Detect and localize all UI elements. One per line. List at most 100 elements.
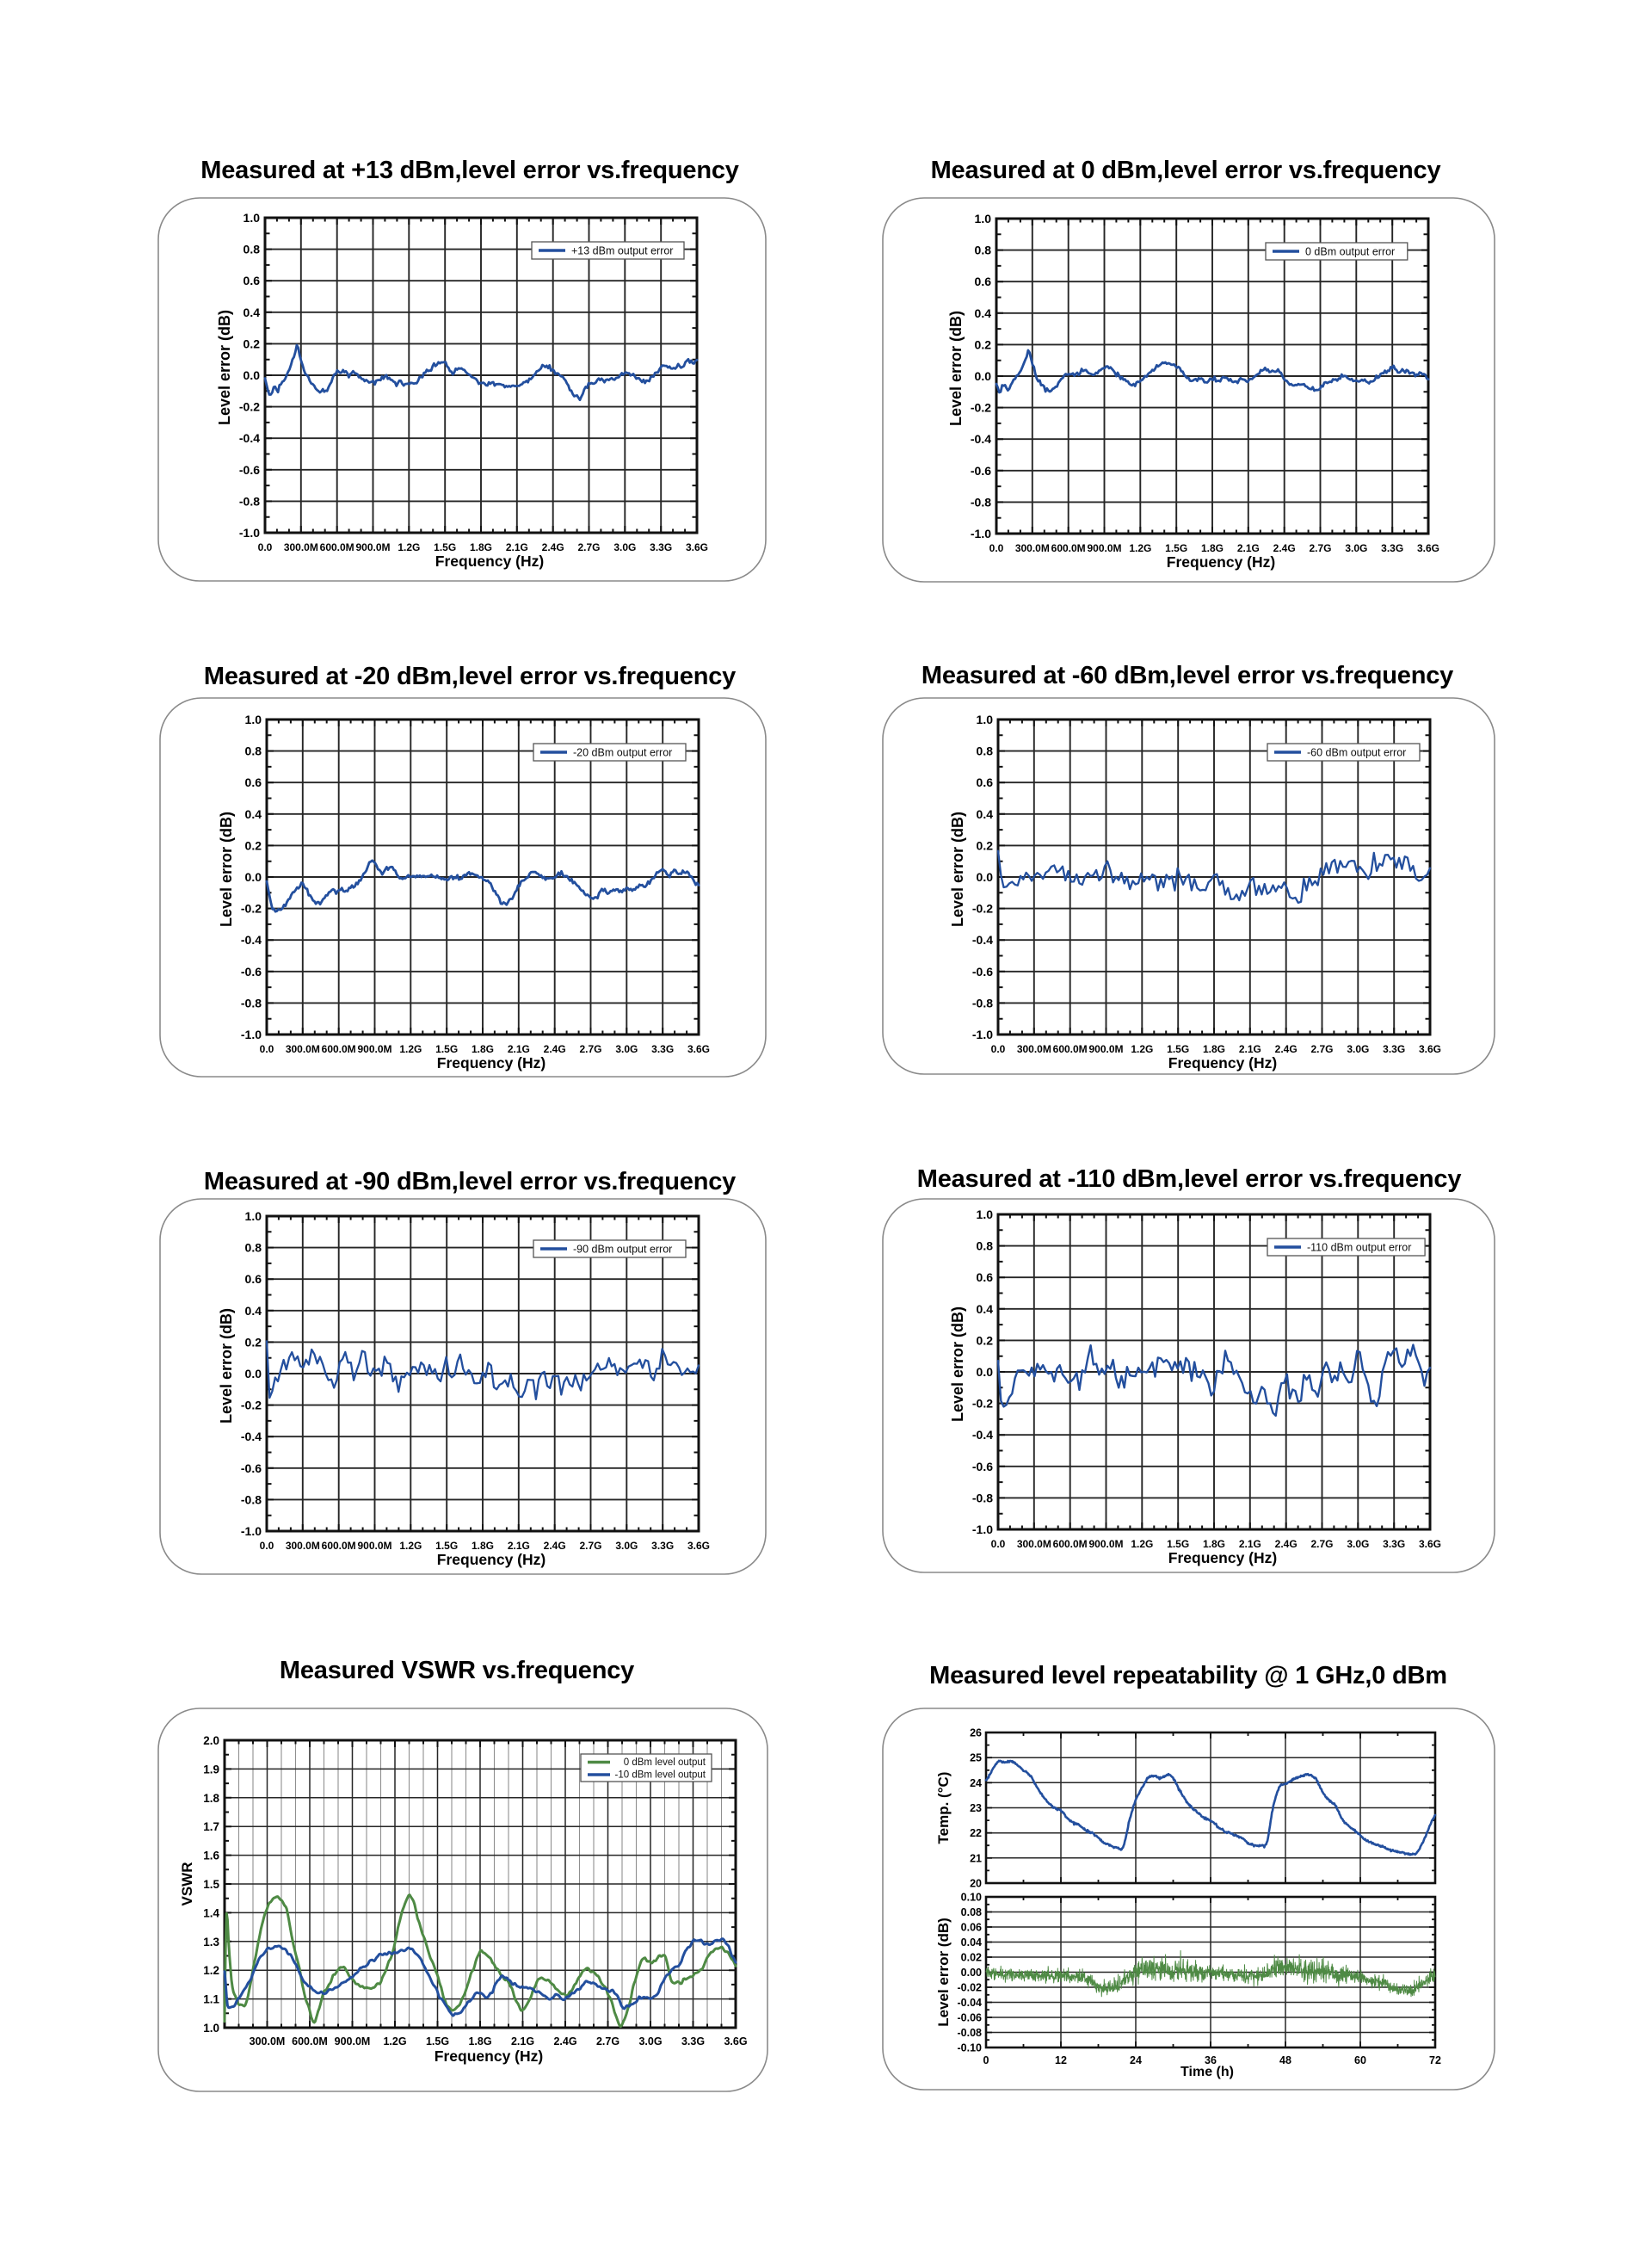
svg-text:0.2: 0.2 <box>977 1333 994 1347</box>
svg-text:0.8: 0.8 <box>243 243 261 256</box>
svg-text:0 dBm level output: 0 dBm level output <box>624 1757 706 1768</box>
svg-text:2.1G: 2.1G <box>1237 542 1260 554</box>
svg-text:-0.4: -0.4 <box>971 432 991 446</box>
svg-text:0.4: 0.4 <box>975 306 992 320</box>
svg-text:2.7G: 2.7G <box>1309 542 1331 554</box>
svg-text:Level error (dB): Level error (dB) <box>218 1308 235 1424</box>
svg-text:Time (h): Time (h) <box>1180 2065 1234 2079</box>
svg-text:0 dBm output error: 0 dBm output error <box>1305 246 1395 258</box>
svg-text:-60 dBm output error: -60 dBm output error <box>1307 747 1406 759</box>
svg-text:1.8G: 1.8G <box>1203 1538 1225 1550</box>
svg-text:3.0G: 3.0G <box>1347 1043 1369 1055</box>
svg-text:36: 36 <box>1205 2054 1217 2066</box>
svg-text:25: 25 <box>970 1752 982 1764</box>
svg-text:1.5G: 1.5G <box>435 1540 458 1552</box>
svg-text:1.5G: 1.5G <box>434 541 456 553</box>
svg-text:-0.2: -0.2 <box>972 1397 993 1411</box>
svg-text:0.6: 0.6 <box>243 274 261 287</box>
svg-text:0.8: 0.8 <box>977 1239 994 1253</box>
svg-text:0.06: 0.06 <box>961 1922 982 1934</box>
svg-text:0.0: 0.0 <box>245 870 262 884</box>
svg-text:-0.8: -0.8 <box>241 996 262 1010</box>
svg-text:3.3G: 3.3G <box>1383 1538 1405 1550</box>
svg-text:-0.06: -0.06 <box>958 2012 983 2024</box>
svg-text:-0.04: -0.04 <box>958 1997 983 2009</box>
svg-text:0.0: 0.0 <box>245 1367 262 1380</box>
svg-text:0.6: 0.6 <box>977 775 994 789</box>
svg-text:3.6G: 3.6G <box>687 1043 710 1055</box>
svg-text:3.6G: 3.6G <box>1417 542 1439 554</box>
svg-text:Measured at -60 dBm,level erro: Measured at -60 dBm,level error vs.frequ… <box>922 662 1453 689</box>
svg-text:2.7G: 2.7G <box>1310 1538 1333 1550</box>
svg-text:2.0: 2.0 <box>203 1734 219 1747</box>
svg-text:2.1G: 2.1G <box>1239 1538 1261 1550</box>
svg-text:1.5G: 1.5G <box>426 2035 449 2047</box>
svg-text:0.00: 0.00 <box>961 1967 982 1979</box>
svg-text:-20 dBm output error: -20 dBm output error <box>573 747 672 759</box>
svg-text:0.8: 0.8 <box>245 1241 262 1255</box>
svg-text:-0.4: -0.4 <box>241 1430 262 1443</box>
svg-text:1.8G: 1.8G <box>468 2035 491 2047</box>
svg-text:3.6G: 3.6G <box>687 1540 710 1552</box>
svg-text:1.4: 1.4 <box>203 1906 219 1919</box>
svg-text:Level error (dB): Level error (dB) <box>218 812 235 927</box>
svg-text:-0.6: -0.6 <box>972 1460 993 1473</box>
svg-text:1.0: 1.0 <box>243 211 261 225</box>
svg-text:2.4G: 2.4G <box>544 1043 566 1055</box>
svg-text:-0.2: -0.2 <box>241 1399 262 1412</box>
svg-text:0.4: 0.4 <box>977 807 994 821</box>
svg-text:Frequency (Hz): Frequency (Hz) <box>437 1054 546 1072</box>
svg-text:900.0M: 900.0M <box>1087 542 1121 554</box>
svg-text:Measured at 0 dBm,level error: Measured at 0 dBm,level error vs.frequen… <box>931 157 1441 184</box>
svg-text:0.0: 0.0 <box>258 541 273 553</box>
svg-text:2.7G: 2.7G <box>579 1540 601 1552</box>
svg-text:-0.4: -0.4 <box>972 1428 993 1442</box>
svg-text:0.4: 0.4 <box>243 306 261 319</box>
svg-text:Frequency (Hz): Frequency (Hz) <box>437 1551 546 1568</box>
svg-text:0.4: 0.4 <box>245 1304 262 1318</box>
svg-text:0.0: 0.0 <box>260 1043 274 1055</box>
svg-text:1.0: 1.0 <box>203 2022 219 2035</box>
svg-text:48: 48 <box>1279 2054 1291 2066</box>
svg-text:-1.0: -1.0 <box>972 1522 993 1536</box>
svg-text:21: 21 <box>970 1852 982 1864</box>
svg-text:1.8G: 1.8G <box>472 1043 494 1055</box>
svg-text:1.1: 1.1 <box>203 1993 219 2006</box>
svg-text:-1.0: -1.0 <box>239 526 260 540</box>
svg-text:1.0: 1.0 <box>977 713 994 726</box>
svg-text:VSWR: VSWR <box>179 1862 195 1906</box>
svg-text:-0.8: -0.8 <box>972 996 993 1010</box>
svg-text:600.0M: 600.0M <box>322 1043 356 1055</box>
svg-text:1.0: 1.0 <box>245 1209 262 1223</box>
svg-text:12: 12 <box>1055 2054 1067 2066</box>
svg-text:600.0M: 600.0M <box>322 1540 356 1552</box>
svg-text:1.2: 1.2 <box>203 1964 219 1977</box>
svg-text:2.1G: 2.1G <box>1239 1043 1261 1055</box>
svg-text:Measured at -110 dBm,level err: Measured at -110 dBm,level error vs.freq… <box>917 1165 1462 1193</box>
svg-text:0.0: 0.0 <box>989 542 1004 554</box>
svg-text:-90 dBm output error: -90 dBm output error <box>573 1244 672 1256</box>
svg-text:300.0M: 300.0M <box>1015 542 1050 554</box>
svg-text:300.0M: 300.0M <box>1017 1043 1051 1055</box>
svg-text:2.7G: 2.7G <box>579 1043 601 1055</box>
svg-text:Frequency (Hz): Frequency (Hz) <box>1167 553 1275 571</box>
svg-text:1.2G: 1.2G <box>383 2035 406 2047</box>
svg-text:2.4G: 2.4G <box>542 541 564 553</box>
svg-text:-0.6: -0.6 <box>239 463 260 477</box>
svg-text:1.0: 1.0 <box>975 212 992 225</box>
svg-text:0.2: 0.2 <box>977 838 994 852</box>
svg-text:300.0M: 300.0M <box>1017 1538 1051 1550</box>
svg-text:-0.4: -0.4 <box>972 933 993 947</box>
svg-text:1.0: 1.0 <box>245 713 262 726</box>
svg-text:0.8: 0.8 <box>975 244 992 257</box>
svg-text:2.4G: 2.4G <box>544 1540 566 1552</box>
svg-text:1.7: 1.7 <box>203 1820 219 1833</box>
svg-text:Level error (dB): Level error (dB) <box>935 1918 952 2027</box>
svg-text:+13 dBm output error: +13 dBm output error <box>571 245 673 257</box>
svg-text:1.5G: 1.5G <box>1167 1538 1189 1550</box>
svg-text:2.1G: 2.1G <box>511 2035 534 2047</box>
svg-text:26: 26 <box>970 1727 982 1739</box>
svg-text:-10 dBm level output: -10 dBm level output <box>615 1770 706 1781</box>
svg-text:2.4G: 2.4G <box>1275 1043 1298 1055</box>
svg-text:600.0M: 600.0M <box>1053 1538 1088 1550</box>
